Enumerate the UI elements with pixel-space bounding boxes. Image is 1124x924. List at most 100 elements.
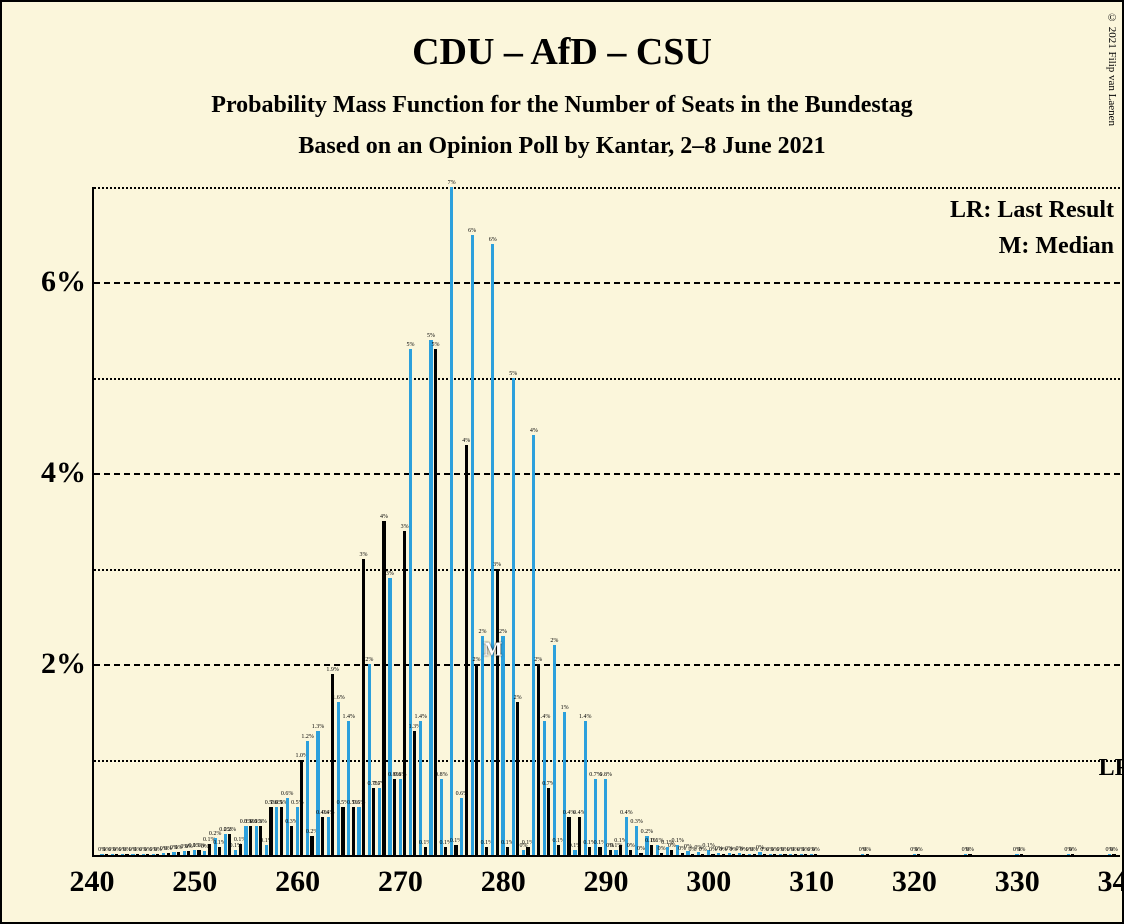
bar-series-b: [557, 845, 560, 855]
lr-marker: LR: [1099, 755, 1124, 782]
bar-value-label: 1.6%: [332, 695, 345, 701]
bar-value-label: 1.4%: [343, 714, 356, 720]
bar-series-b: [701, 854, 704, 855]
bar-series-b: [310, 836, 313, 855]
y-tick-label: 4%: [41, 456, 86, 490]
bar-series-b: [403, 531, 406, 855]
bar-series-a: [512, 378, 515, 855]
bar-series-a: [748, 854, 751, 855]
bar-series-a: [224, 834, 227, 855]
bar-value-label: 2%: [365, 657, 373, 663]
bar-value-label: 0.1%: [229, 843, 242, 849]
bar-series-a: [399, 779, 402, 855]
bar-series-a: [131, 854, 134, 855]
bar-series-b: [125, 854, 128, 855]
bar-series-a: [234, 850, 237, 855]
bar-series-a: [193, 850, 196, 855]
bar-value-label: 0.8%: [600, 772, 613, 778]
bar-series-b: [650, 845, 653, 855]
bar-series-b: [968, 854, 971, 855]
bar-value-label: 6%: [468, 228, 476, 234]
bar-value-label: 0.1%: [672, 838, 685, 844]
bar-value-label: 2%: [514, 695, 522, 701]
bar-value-label: 0.8%: [435, 772, 448, 778]
bar-series-b: [1020, 854, 1023, 855]
bar-series-a: [275, 807, 278, 855]
bar-series-a: [1067, 854, 1070, 855]
bar-value-label: 2%: [499, 629, 507, 635]
bar-series-a: [543, 721, 546, 855]
x-tick-label: 270: [378, 865, 423, 899]
bar-value-label: 7%: [448, 180, 456, 186]
bar-series-b: [352, 807, 355, 855]
bar-series-b: [742, 854, 745, 855]
bar-value-label: 0.2%: [224, 827, 237, 833]
bar-value-label: 0%: [1017, 847, 1025, 853]
title-block: CDU – AfD – CSU Probability Mass Functio…: [2, 2, 1122, 160]
bar-series-a: [368, 664, 371, 855]
bar-series-b: [146, 854, 149, 855]
y-tick-label: 2%: [41, 647, 86, 681]
bar-value-label: 1.9%: [326, 667, 339, 673]
bar-series-b: [115, 854, 118, 855]
bar-series-a: [203, 851, 206, 855]
bar-series-b: [753, 854, 756, 855]
bar-value-label: 0%: [1110, 847, 1118, 853]
bar-value-label: 2%: [550, 638, 558, 644]
chart-plot-area: 2%4%6% 240250260270280290300310320330340…: [92, 187, 1124, 857]
bar-series-b: [393, 779, 396, 855]
bar-value-label: 3%: [401, 524, 409, 530]
x-tick-label: 310: [789, 865, 834, 899]
bar-series-b: [814, 854, 817, 855]
bar-value-label: 2%: [534, 657, 542, 663]
bar-series-b: [341, 807, 344, 855]
bar-series-b: [177, 852, 180, 855]
bar-series-a: [450, 187, 453, 855]
bar-series-a: [471, 235, 474, 855]
bar-value-label: 0.7%: [373, 781, 386, 787]
bar-series-a: [800, 854, 803, 855]
bar-value-label: 0.5%: [353, 800, 366, 806]
bar-series-b: [496, 569, 499, 855]
bar-series-b: [1071, 854, 1074, 855]
bar-value-label: 5%: [427, 333, 435, 339]
bar-series-a: [861, 854, 864, 855]
bar-series-a: [501, 636, 504, 855]
bar-series-a: [244, 826, 247, 855]
bar-series-b: [506, 847, 509, 855]
bar-series-b: [105, 854, 108, 855]
bar-value-label: 5%: [406, 342, 414, 348]
y-tick-label: 6%: [41, 265, 86, 299]
x-tick-label: 300: [686, 865, 731, 899]
bar-series-b: [167, 853, 170, 855]
bar-series-b: [269, 807, 272, 855]
bar-value-label: 0.3%: [630, 819, 643, 825]
bar-value-label: 5%: [509, 371, 517, 377]
bar-value-label: 0%: [637, 846, 645, 852]
bar-series-b: [598, 847, 601, 855]
bar-value-label: 4%: [462, 438, 470, 444]
bar-series-b: [280, 807, 283, 855]
bar-value-label: 0.1%: [260, 838, 273, 844]
bar-series-a: [100, 854, 103, 855]
copyright-text: © 2021 Filip van Laenen: [1106, 12, 1118, 126]
bar-series-b: [413, 731, 416, 855]
bar-series-a: [183, 851, 186, 855]
bar-value-label: 0.6%: [456, 791, 469, 797]
bar-series-b: [722, 854, 725, 855]
bar-value-label: 0.4%: [322, 810, 335, 816]
bar-value-label: 0.1%: [569, 843, 582, 849]
bar-series-a: [111, 854, 114, 855]
bar-series-b: [783, 854, 786, 855]
bar-series-b: [773, 854, 776, 855]
bar-series-a: [152, 854, 155, 855]
bars-container: 0%0%0%0%0%0%0%0%0%0%0%0%0%0%0%0%0%0%0.1%…: [94, 187, 1120, 855]
bar-series-b: [136, 854, 139, 855]
bar-series-b: [681, 853, 684, 855]
chart-title: CDU – AfD – CSU: [2, 30, 1122, 74]
bar-value-label: 1.2%: [301, 734, 314, 740]
bar-series-b: [434, 349, 437, 855]
bar-series-a: [532, 435, 535, 855]
bar-series-a: [573, 850, 576, 855]
bar-value-label: 1.4%: [538, 714, 551, 720]
